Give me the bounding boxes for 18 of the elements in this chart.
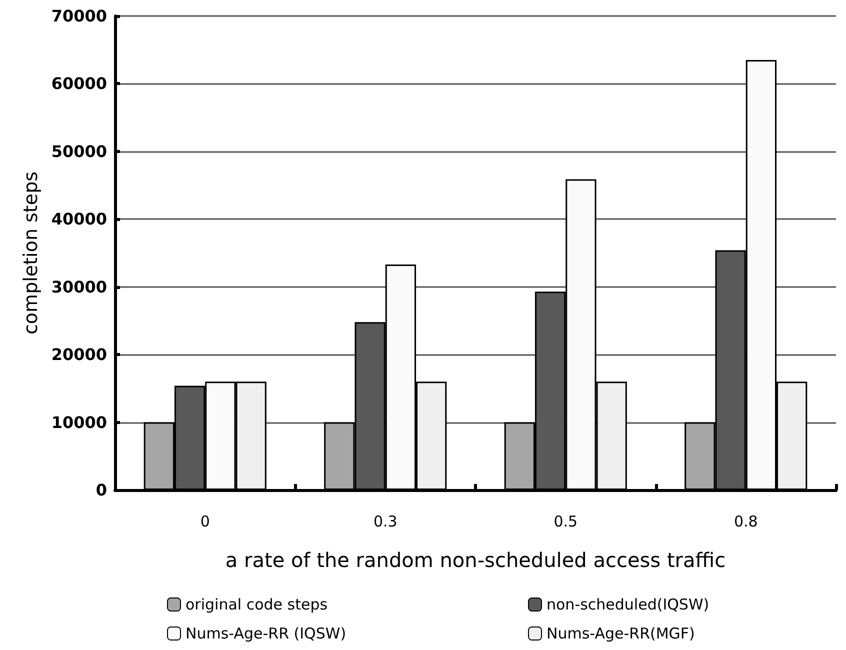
y-tick-label: 40000 <box>51 210 107 229</box>
y-tick-label: 50000 <box>51 142 107 161</box>
legend-label: original code steps <box>186 596 328 614</box>
x-tick-label: 0.5 <box>554 512 578 530</box>
y-tick-label: 10000 <box>51 412 107 432</box>
y-tick-label: 20000 <box>51 345 107 364</box>
y-tick-label: 30000 <box>51 277 107 296</box>
x-tick-label: 0.8 <box>734 512 758 530</box>
legend-label: non-scheduled(IQSW) <box>546 596 710 614</box>
x-axis-title: a rate of the random non-scheduled access traffic <box>225 548 726 572</box>
y-tick-label: 0 <box>96 480 107 500</box>
legend-label: Nums-Age-RR(MGF) <box>546 624 695 642</box>
y-axis-title: completion steps <box>20 171 42 335</box>
y-tick-label: 60000 <box>51 74 107 94</box>
legend-label: Nums-Age-RR (IQSW) <box>186 624 346 642</box>
x-tick-label: 0 <box>200 512 210 530</box>
y-tick-label: 70000 <box>51 6 107 26</box>
x-tick-label: 0.3 <box>373 512 398 530</box>
